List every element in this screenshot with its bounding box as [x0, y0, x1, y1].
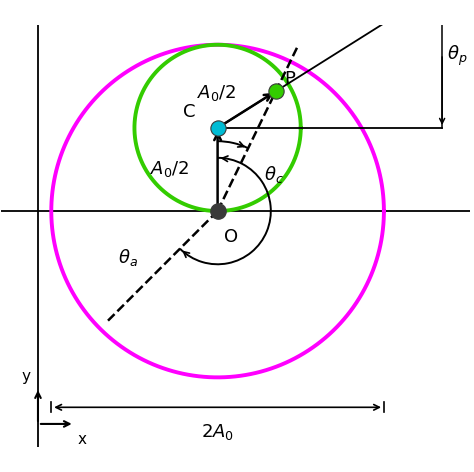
Text: O: O — [224, 228, 238, 246]
Text: $A_0/2$: $A_0/2$ — [150, 160, 189, 179]
Text: y: y — [22, 369, 31, 384]
Text: P: P — [284, 70, 295, 88]
Text: C: C — [183, 103, 196, 121]
Text: $A_0/2$: $A_0/2$ — [197, 83, 236, 103]
Text: x: x — [78, 432, 87, 447]
Text: $2A_0$: $2A_0$ — [201, 422, 234, 442]
Text: $\theta_c$: $\theta_c$ — [264, 164, 284, 185]
Text: $\theta_p$: $\theta_p$ — [447, 44, 467, 68]
Text: $\theta_a$: $\theta_a$ — [118, 247, 138, 268]
